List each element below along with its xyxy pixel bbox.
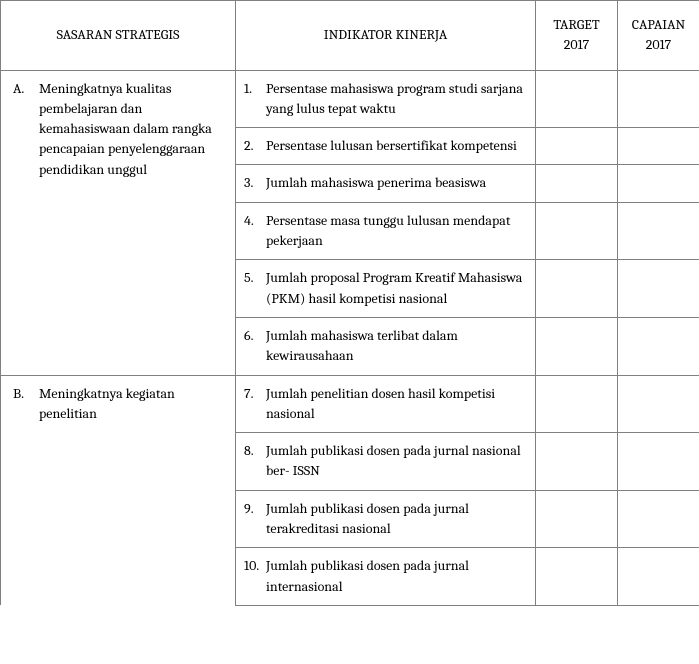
indikator-marker: 9.: [244, 499, 266, 519]
indikator-text: Persentase lulusan bersertifikat kompete…: [266, 136, 527, 156]
indikator-cell: 10. Jumlah publikasi dosen pada jurnal i…: [236, 548, 536, 606]
target-cell: [536, 490, 618, 548]
header-sasaran: SASARAN STRATEGIS: [1, 1, 236, 71]
indikator-cell: 2. Persentase lulusan bersertifikat komp…: [236, 128, 536, 165]
capaian-cell: [618, 128, 699, 165]
capaian-cell: [618, 202, 699, 260]
header-target: TARGET 2017: [536, 1, 618, 71]
indikator-text: Jumlah publikasi dosen pada jurnal inter…: [266, 556, 527, 597]
sasaran-marker-a: A.: [13, 79, 39, 99]
indikator-marker: 10.: [244, 556, 266, 576]
capaian-cell: [618, 433, 699, 491]
indikator-marker: 5.: [244, 268, 266, 288]
indikator-cell: 8. Jumlah publikasi dosen pada jurnal na…: [236, 433, 536, 491]
indikator-cell: 6. Jumlah mahasiswa terlibat dalam kewir…: [236, 317, 536, 375]
performance-table: SASARAN STRATEGIS INDIKATOR KINERJA TARG…: [0, 0, 699, 606]
sasaran-cell-b: B. Meningkatnya kegiatan penelitian: [1, 375, 236, 605]
header-capaian: CAPAIAN 2017: [618, 1, 699, 71]
indikator-marker: 2.: [244, 136, 266, 156]
indikator-cell: 7. Jumlah penelitian dosen hasil kompeti…: [236, 375, 536, 433]
target-cell: [536, 433, 618, 491]
indikator-cell: 1. Persentase mahasiswa program studi sa…: [236, 70, 536, 128]
target-cell: [536, 548, 618, 606]
capaian-cell: [618, 375, 699, 433]
target-cell: [536, 70, 618, 128]
sasaran-text-a: Meningkatnya kualitas pembelajaran dan k…: [39, 79, 227, 180]
target-cell: [536, 317, 618, 375]
target-cell: [536, 260, 618, 318]
indikator-cell: 5. Jumlah proposal Program Kreatif Mahas…: [236, 260, 536, 318]
indikator-cell: 9. Jumlah publikasi dosen pada jurnal te…: [236, 490, 536, 548]
capaian-cell: [618, 70, 699, 128]
capaian-cell: [618, 490, 699, 548]
target-cell: [536, 128, 618, 165]
sasaran-text-b: Meningkatnya kegiatan penelitian: [39, 384, 227, 425]
table-row: B. Meningkatnya kegiatan penelitian 7. J…: [1, 375, 699, 433]
indikator-text: Jumlah mahasiswa penerima beasiswa: [266, 173, 527, 193]
sasaran-cell-a: A. Meningkatnya kualitas pembelajaran da…: [1, 70, 236, 375]
indikator-marker: 7.: [244, 384, 266, 404]
indikator-marker: 4.: [244, 211, 266, 231]
indikator-text: Persentase masa tunggu lulusan mendapat …: [266, 211, 527, 252]
indikator-text: Jumlah proposal Program Kreatif Mahasisw…: [266, 268, 527, 309]
indikator-text: Jumlah penelitian dosen hasil kompetisi …: [266, 384, 527, 425]
indikator-marker: 8.: [244, 441, 266, 461]
capaian-cell: [618, 548, 699, 606]
target-cell: [536, 165, 618, 202]
indikator-cell: 3. Jumlah mahasiswa penerima beasiswa: [236, 165, 536, 202]
header-indikator: INDIKATOR KINERJA: [236, 1, 536, 71]
target-cell: [536, 202, 618, 260]
capaian-cell: [618, 165, 699, 202]
indikator-marker: 3.: [244, 173, 266, 193]
capaian-cell: [618, 260, 699, 318]
capaian-cell: [618, 317, 699, 375]
indikator-text: Jumlah publikasi dosen pada jurnal terak…: [266, 499, 527, 540]
table-row: A. Meningkatnya kualitas pembelajaran da…: [1, 70, 699, 128]
indikator-text: Jumlah publikasi dosen pada jurnal nasio…: [266, 441, 527, 482]
sasaran-marker-b: B.: [13, 384, 39, 404]
indikator-marker: 1.: [244, 79, 266, 99]
table-header-row: SASARAN STRATEGIS INDIKATOR KINERJA TARG…: [1, 1, 699, 71]
indikator-text: Jumlah mahasiswa terlibat dalam kewiraus…: [266, 326, 527, 367]
indikator-cell: 4. Persentase masa tunggu lulusan mendap…: [236, 202, 536, 260]
indikator-marker: 6.: [244, 326, 266, 346]
target-cell: [536, 375, 618, 433]
indikator-text: Persentase mahasiswa program studi sarja…: [266, 79, 527, 120]
